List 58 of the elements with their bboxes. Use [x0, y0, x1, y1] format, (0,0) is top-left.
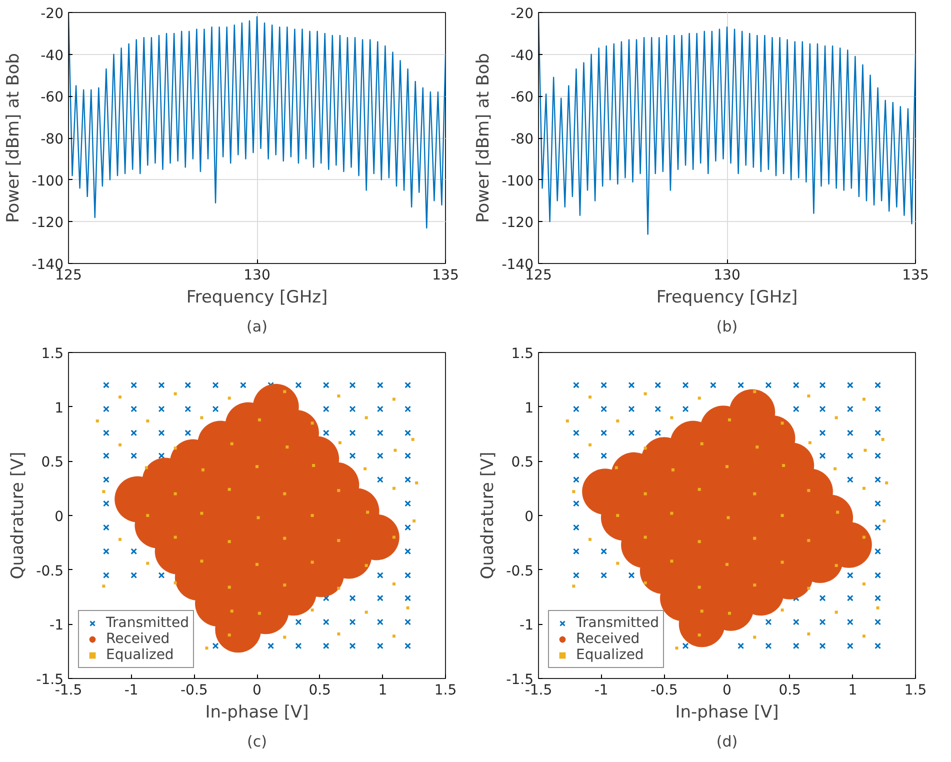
x-tick-label: 135	[432, 268, 459, 284]
y-tick-label: 0.5	[511, 454, 534, 471]
x-axis-title: Frequency [GHz]	[656, 288, 798, 308]
y-tick-label: -80	[40, 132, 64, 148]
text: (b)	[716, 318, 738, 336]
legend-label: Received	[106, 631, 170, 647]
y-tick-label: -1	[50, 618, 64, 634]
y-axis-title: Power [dBm] at Bob	[4, 53, 24, 223]
y-tick-label: 0	[54, 509, 64, 525]
y-axis-title: Quadrature [V]	[8, 452, 28, 580]
y-tick-label: -120	[32, 215, 64, 232]
y-tick-label: -40	[40, 48, 64, 64]
y-tick-label: 1	[524, 400, 534, 416]
x-tick-label: -0.5	[650, 682, 678, 698]
x-tick-label: 130	[244, 268, 270, 284]
x-tick-label: 135	[902, 268, 929, 284]
y-tick-label: 1.5	[511, 346, 534, 362]
y-axis-title: Quadrature [V]	[478, 452, 498, 580]
x-axis-title: Frequency [GHz]	[186, 288, 328, 308]
x-axis-title: In-phase [V]	[675, 702, 779, 722]
text: (c)	[247, 732, 267, 750]
y-tick-label: 1	[54, 400, 64, 416]
y-tick-label: -20	[40, 6, 64, 22]
legend-label: Transmitted	[106, 615, 190, 631]
x-tick-label: 1	[378, 682, 388, 698]
x-tick-label: 0	[252, 682, 262, 698]
x-tick-label: 0	[722, 682, 732, 698]
x-tick-label: -1	[124, 682, 138, 698]
y-axis-title: Power [dBm] at Bob	[474, 53, 494, 223]
text: (a)	[246, 318, 268, 336]
legend-label: Received	[576, 631, 640, 647]
y-tick-label: -1	[520, 618, 534, 634]
y-tick-label: -0.5	[506, 563, 534, 580]
y-tick-label: -80	[510, 132, 534, 148]
y-tick-label: -40	[510, 48, 534, 64]
text: (d)	[716, 732, 738, 750]
y-tick-label: 0	[524, 509, 534, 525]
x-tick-label: 1.5	[904, 682, 927, 698]
y-tick-label: -20	[510, 6, 534, 22]
x-tick-label: 130	[714, 268, 740, 284]
x-tick-label: 0.5	[778, 682, 801, 698]
y-tick-label: 1.5	[41, 346, 64, 362]
y-tick-label: -100	[502, 173, 534, 190]
x-axis-title: In-phase [V]	[205, 702, 309, 722]
y-tick-label: -120	[502, 215, 534, 232]
y-tick-label: -0.5	[36, 563, 64, 580]
legend-label: Transmitted	[576, 615, 660, 631]
legend-label: Equalized	[576, 647, 644, 663]
y-tick-label: -60	[40, 90, 64, 106]
x-tick-label: 1.5	[434, 682, 457, 698]
x-tick-label: -1	[594, 682, 608, 698]
x-tick-label: 1	[848, 682, 858, 698]
x-tick-label: -0.5	[180, 682, 208, 698]
y-tick-label: -100	[32, 173, 64, 190]
y-tick-label: 0.5	[41, 454, 64, 471]
x-tick-label: 0.5	[308, 682, 331, 698]
legend-label: Equalized	[106, 647, 174, 663]
y-tick-label: -60	[510, 90, 534, 106]
